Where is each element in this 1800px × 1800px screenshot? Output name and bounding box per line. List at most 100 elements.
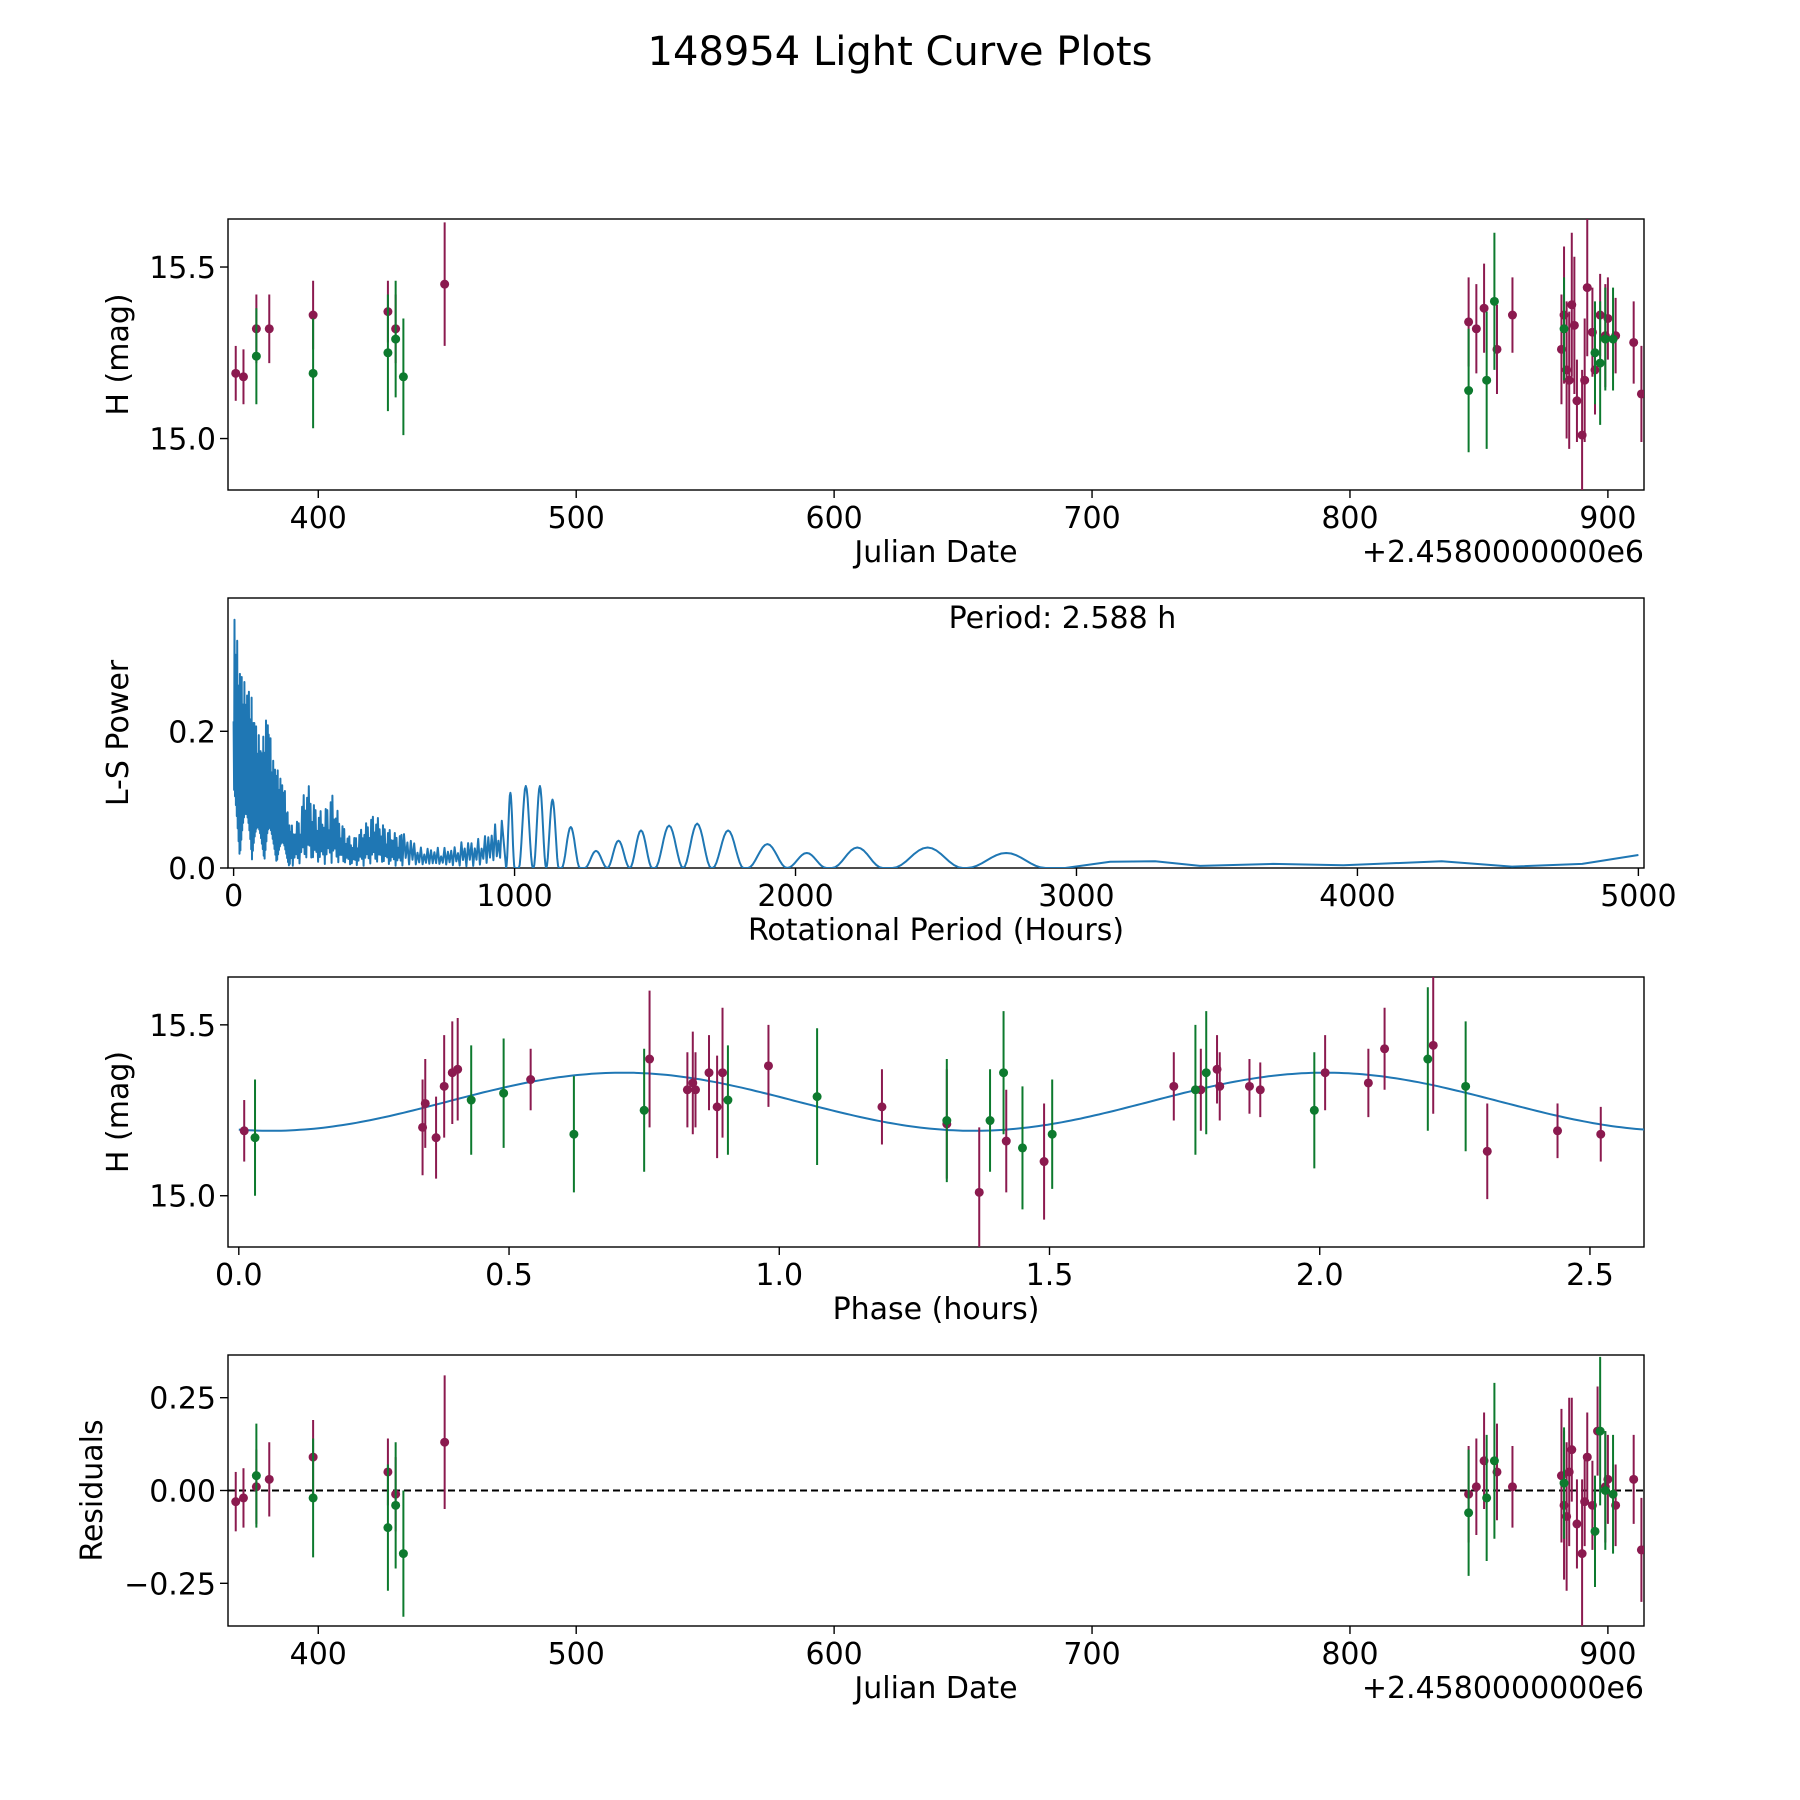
x-offset-text: +2.4580000000e6: [1362, 535, 1644, 570]
data-point-green: [1489, 296, 1499, 306]
data-point-green: [1464, 386, 1474, 396]
plot-frame: [227, 218, 1645, 491]
data-point-red: [704, 1068, 714, 1078]
x-tick-label: 500: [548, 501, 605, 536]
data-point-red: [1169, 1081, 1179, 1091]
data-point-green: [1190, 1085, 1200, 1095]
data-point-red: [431, 1133, 441, 1143]
plot-frame: [227, 976, 1645, 1248]
y-tick-label: 15.0: [149, 1180, 216, 1215]
data-point-red: [712, 1102, 722, 1112]
plot-frame: [227, 597, 1645, 869]
data-point-red: [1629, 1474, 1639, 1484]
data-point-green: [1047, 1129, 1057, 1139]
data-point-green: [942, 1116, 952, 1126]
data-point-red: [1464, 317, 1474, 327]
data-point-red: [1001, 1136, 1011, 1146]
data-point-red: [1428, 1040, 1438, 1050]
x-axis-label: Rotational Period (Hours): [748, 913, 1124, 948]
x-tick-label: 2.0: [1296, 1258, 1344, 1293]
data-point-red: [1582, 1452, 1592, 1462]
data-point-red: [1572, 1519, 1582, 1529]
data-point-green: [1608, 334, 1618, 344]
data-point-red: [645, 1054, 655, 1064]
data-point-green: [1595, 1426, 1605, 1436]
x-tick-label: 0: [224, 879, 243, 914]
data-point-red: [1582, 283, 1592, 293]
data-point-red: [718, 1068, 728, 1078]
data-point-red: [1471, 324, 1481, 334]
x-tick-label: 400: [290, 501, 347, 536]
plot-content: [238, 977, 1644, 1247]
y-axis-label: H (mag): [101, 1051, 136, 1173]
data-point-green: [391, 1500, 401, 1510]
data-point-green: [1608, 1489, 1618, 1499]
data-point-green: [308, 1493, 318, 1503]
data-point-red: [1572, 396, 1582, 406]
plot-content: [231, 219, 1644, 490]
data-point-green: [499, 1088, 509, 1098]
x-tick-label: 900: [1579, 1637, 1636, 1672]
data-point-green: [466, 1095, 476, 1105]
data-point-green: [1600, 1486, 1610, 1495]
data-point-red: [1577, 1549, 1587, 1559]
y-tick-label: 0.2: [168, 715, 216, 750]
data-point-green: [723, 1095, 733, 1105]
data-point-green: [1309, 1105, 1319, 1115]
y-tick-label: 0.00: [149, 1475, 216, 1510]
data-point-red: [1636, 389, 1644, 399]
data-point-red: [1479, 303, 1489, 313]
data-point-red: [526, 1075, 536, 1085]
data-point-green: [999, 1068, 1009, 1078]
data-point-red: [1507, 1482, 1517, 1492]
period-annotation: Period: 2.588 h: [949, 601, 1177, 636]
x-tick-label: 400: [290, 1637, 347, 1672]
data-point-red: [231, 368, 241, 378]
data-point-green: [1559, 1478, 1569, 1488]
x-tick-label: 0.0: [215, 1258, 263, 1293]
data-point-green: [569, 1129, 579, 1139]
panel-periodogram: 0 1000 2000 3000 4000 5000 0.0 0.2 Rotational Pe…: [101, 597, 1677, 948]
data-point-green: [639, 1105, 649, 1115]
data-point-red: [1320, 1068, 1330, 1078]
data-point-green: [1489, 1456, 1499, 1466]
x-axis-label: Julian Date: [852, 535, 1017, 570]
x-tick-label: 600: [805, 1637, 862, 1672]
data-point-red: [877, 1102, 887, 1112]
plot-content: [228, 1356, 1644, 1626]
periodogram-line: [232, 618, 1639, 868]
data-point-red: [1380, 1044, 1390, 1054]
y-axis-label: H (mag): [101, 293, 136, 415]
x-tick-label: 800: [1321, 501, 1378, 536]
x-tick-label: 3000: [1038, 879, 1114, 914]
data-point-red: [1039, 1157, 1049, 1167]
data-point-red: [420, 1098, 430, 1108]
x-tick-label: 700: [1063, 501, 1120, 536]
y-tick-label: −0.25: [124, 1567, 216, 1602]
x-tick-label: 0.5: [485, 1258, 533, 1293]
data-point-green: [1559, 324, 1569, 334]
data-point-red: [239, 1126, 249, 1136]
data-point-green: [1201, 1068, 1211, 1078]
x-tick-label: 500: [548, 1637, 605, 1672]
x-offset-text: +2.4580000000e6: [1362, 1671, 1644, 1706]
x-tick-label: 4000: [1319, 879, 1395, 914]
panel-phase-folded: 0.0 0.5 1.0 1.5 2.0 2.5 15.0 15.5 Phase (hours) H…: [101, 976, 1645, 1327]
data-point-green: [1600, 334, 1610, 344]
data-point-green: [1590, 1526, 1600, 1536]
data-point-green: [1482, 1493, 1492, 1503]
data-point-green: [251, 351, 261, 361]
plot-content: [232, 618, 1639, 868]
data-point-red: [238, 1493, 248, 1503]
panel-residuals: 400 500 600 700 800 900 0.25 0.00 −0.25 Julian Da…: [75, 1354, 1645, 1706]
data-point-green: [391, 334, 401, 344]
x-tick-label: 2.5: [1566, 1258, 1614, 1293]
y-tick-label: 15.5: [149, 251, 216, 286]
y-tick-label: 0.25: [149, 1382, 216, 1417]
data-point-red: [264, 1474, 274, 1484]
x-axis-label: Julian Date: [852, 1671, 1017, 1706]
data-point-red: [1482, 1146, 1492, 1156]
data-point-green: [1423, 1054, 1433, 1064]
x-tick-label: 700: [1063, 1637, 1120, 1672]
